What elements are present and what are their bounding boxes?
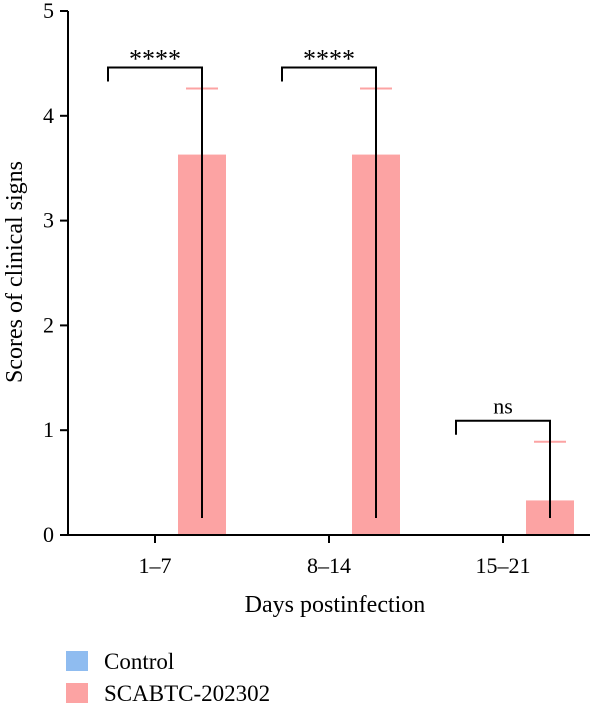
y-tick-label: 2 bbox=[43, 312, 54, 337]
y-tick-label: 4 bbox=[43, 103, 54, 128]
y-tick-label: 3 bbox=[43, 208, 54, 233]
significance-bracket bbox=[107, 66, 203, 518]
significance-label: **** bbox=[129, 45, 181, 74]
x-axis-title: Days postinfection bbox=[245, 592, 426, 618]
x-tick-label: 1–7 bbox=[139, 553, 172, 578]
legend-label: SCABTC-202302 bbox=[104, 681, 270, 705]
x-tick-label: 8–14 bbox=[307, 553, 351, 578]
y-tick-label: 0 bbox=[43, 522, 54, 547]
significance-brackets: **** **** ns bbox=[107, 45, 551, 518]
x-tick-label: 15–21 bbox=[476, 553, 531, 578]
x-axis: 1–7 8–14 15–21 bbox=[67, 534, 590, 578]
y-axis-title: Scores of clinical signs bbox=[2, 161, 28, 383]
bars bbox=[178, 87, 574, 536]
legend-label: Control bbox=[104, 649, 174, 674]
significance-label: **** bbox=[303, 45, 355, 74]
legend: Control SCABTC-202302 bbox=[66, 649, 270, 705]
significance-bracket bbox=[455, 419, 551, 518]
y-tick-label: 5 bbox=[43, 0, 54, 23]
legend-swatch bbox=[66, 683, 88, 703]
y-axis: 0 1 2 3 4 5 bbox=[43, 0, 69, 547]
y-tick-label: 1 bbox=[43, 417, 54, 442]
significance-label: ns bbox=[493, 394, 513, 419]
legend-swatch bbox=[66, 651, 88, 671]
significance-bracket bbox=[281, 66, 377, 518]
